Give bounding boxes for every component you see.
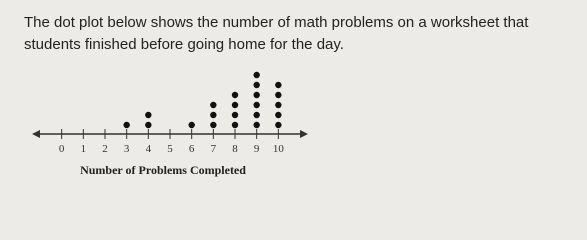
- x-axis-label: Number of Problems Completed: [80, 163, 246, 177]
- dot-stack: [210, 101, 217, 129]
- dot: [210, 101, 217, 109]
- dot: [231, 111, 239, 119]
- dot: [253, 101, 260, 109]
- dot: [210, 111, 217, 119]
- x-tick-label: 1: [81, 143, 87, 155]
- dot: [275, 101, 282, 109]
- arrow-head: [300, 130, 308, 138]
- dot-stack: [145, 111, 152, 129]
- arrow-head: [32, 130, 40, 138]
- dot-stack: [188, 121, 195, 129]
- question-line: students finished before going home for …: [24, 36, 344, 53]
- question-line: The dot plot below shows the number of m…: [24, 14, 529, 31]
- dot: [123, 121, 130, 129]
- dot: [210, 121, 217, 129]
- dot: [231, 91, 239, 99]
- x-tick-label: 6: [189, 143, 195, 155]
- dot: [253, 71, 260, 79]
- dot-stack: [253, 71, 260, 129]
- dot-stack: [275, 81, 282, 129]
- x-tick-label: 5: [167, 143, 173, 155]
- x-tick-label: 9: [254, 143, 260, 155]
- x-tick-label: 8: [232, 143, 238, 155]
- x-tick-label: 2: [102, 143, 108, 155]
- background: [0, 0, 587, 183]
- x-tick-label: 0: [59, 143, 65, 155]
- x-tick-label: 7: [211, 143, 217, 155]
- x-tick-label: 3: [124, 143, 130, 155]
- dot: [253, 121, 260, 129]
- worksheet: The dot plot below shows the number of m…: [0, 0, 587, 183]
- dot-stack: [123, 121, 130, 129]
- dot: [275, 111, 282, 119]
- x-tick-label: 10: [273, 143, 285, 155]
- dot-stack: [231, 91, 239, 129]
- x-tick-label: 4: [146, 143, 152, 155]
- dot: [145, 121, 152, 129]
- dot: [231, 101, 239, 109]
- dot: [253, 91, 260, 99]
- dot: [275, 121, 282, 129]
- dot: [188, 121, 195, 129]
- dot: [253, 111, 260, 119]
- dot: [231, 121, 239, 129]
- dot: [275, 91, 282, 99]
- dot: [253, 81, 260, 89]
- dot: [145, 111, 152, 119]
- dot: [275, 81, 282, 89]
